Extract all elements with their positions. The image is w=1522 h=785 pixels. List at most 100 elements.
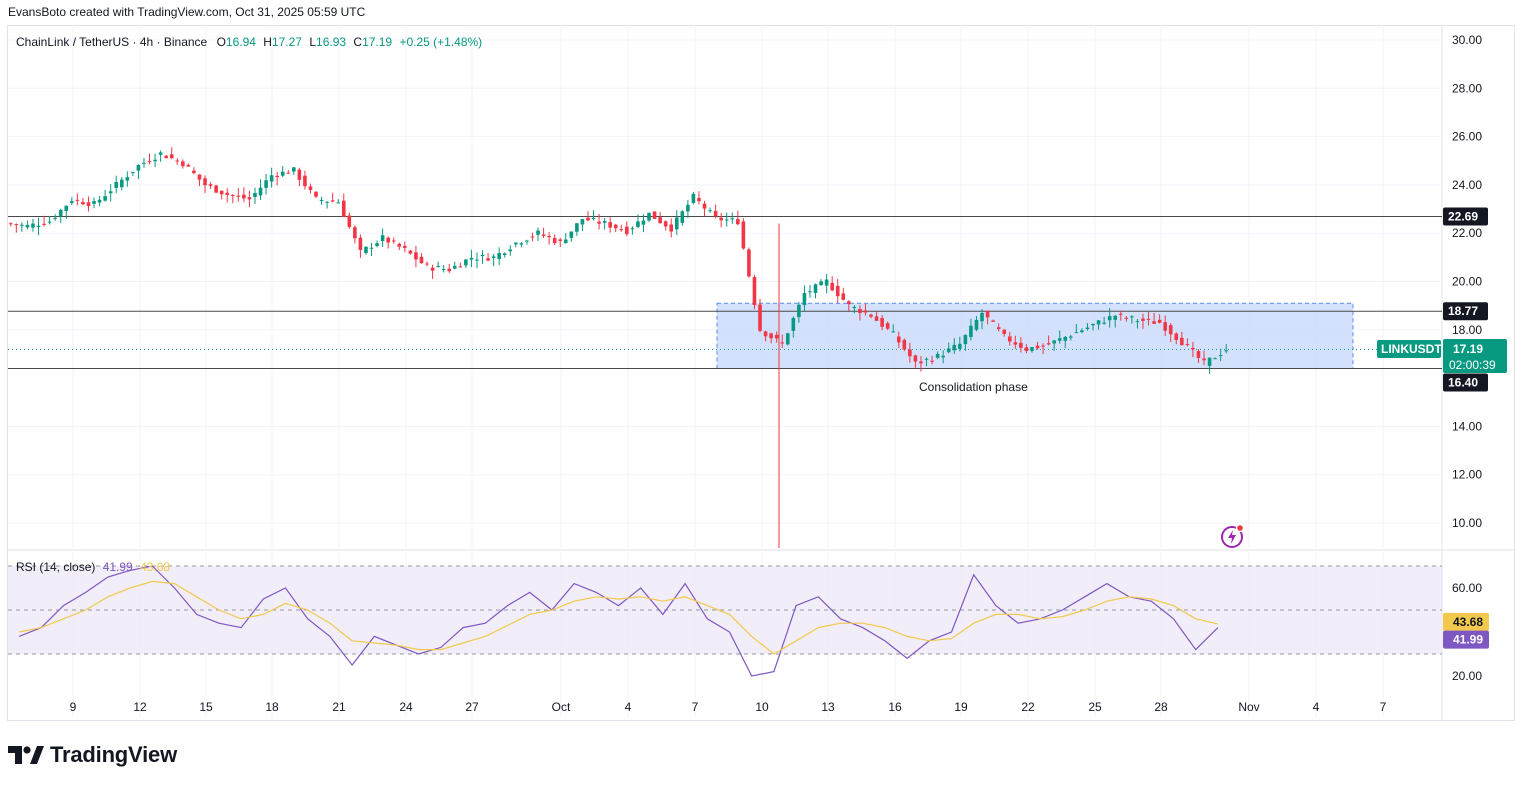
level-tag-low: 16.40 bbox=[1448, 375, 1478, 389]
candle bbox=[1007, 331, 1012, 346]
rsi-title[interactable]: RSI (14, close) bbox=[16, 560, 96, 574]
candle-body bbox=[525, 240, 529, 242]
candle bbox=[1185, 338, 1190, 347]
candle bbox=[663, 220, 668, 231]
candle-body bbox=[1146, 318, 1151, 320]
candle bbox=[558, 237, 563, 248]
candle-body bbox=[1085, 327, 1090, 330]
candle-body bbox=[103, 196, 107, 201]
candle-body bbox=[580, 219, 585, 225]
candle bbox=[1052, 339, 1056, 351]
candle bbox=[802, 285, 807, 312]
candle bbox=[430, 264, 435, 279]
candle bbox=[1130, 315, 1134, 324]
candle bbox=[208, 181, 213, 189]
candle-body bbox=[391, 240, 396, 242]
candle-body bbox=[1057, 338, 1062, 341]
time-axis-label: 16 bbox=[888, 700, 902, 714]
lightning-alert-icon[interactable] bbox=[1220, 523, 1246, 549]
candle-body bbox=[397, 243, 402, 247]
rsi-legend[interactable]: RSI (14, close) 41.99 43.68 bbox=[16, 560, 170, 574]
candle-body bbox=[153, 159, 157, 162]
candle bbox=[619, 224, 624, 232]
candle-body bbox=[563, 239, 568, 244]
candle-body bbox=[780, 342, 785, 344]
candle bbox=[885, 321, 890, 330]
time-axis-label: Oct bbox=[552, 700, 571, 714]
candle-body bbox=[1069, 336, 1073, 338]
tradingview-logo[interactable]: TradingView bbox=[8, 742, 177, 768]
candle bbox=[514, 241, 518, 248]
candle bbox=[308, 183, 313, 194]
candle bbox=[741, 218, 746, 250]
rsi-axis-label: 60.00 bbox=[1452, 581, 1482, 595]
candle bbox=[480, 250, 485, 264]
low-value: 16.93 bbox=[316, 35, 347, 49]
candle bbox=[458, 262, 463, 268]
candle bbox=[1174, 332, 1179, 345]
candle-body bbox=[741, 221, 746, 249]
symbol-legend[interactable]: ChainLink / TetherUS · 4h · Binance O16.… bbox=[16, 35, 482, 49]
candle bbox=[824, 273, 829, 294]
candle-body bbox=[946, 348, 951, 353]
candle-body bbox=[1157, 319, 1162, 323]
candle-body bbox=[730, 218, 735, 220]
candle-body bbox=[303, 175, 307, 187]
candle-body bbox=[885, 323, 890, 329]
candle bbox=[847, 300, 851, 311]
candle bbox=[924, 357, 929, 367]
candle bbox=[469, 249, 474, 267]
consolidation-label: Consolidation phase bbox=[919, 380, 1028, 394]
time-axis-label: 24 bbox=[399, 700, 413, 714]
low-label: L bbox=[309, 35, 317, 49]
candle-body bbox=[358, 237, 363, 250]
candle-body bbox=[663, 221, 668, 227]
time-axis-label: 12 bbox=[133, 700, 147, 714]
symbol-title[interactable]: ChainLink / TetherUS · 4h · Binance bbox=[16, 35, 208, 49]
candle-body bbox=[697, 197, 701, 202]
candle bbox=[108, 184, 113, 202]
candle bbox=[441, 264, 446, 273]
rsi-value: 41.99 bbox=[102, 560, 133, 574]
candle-body bbox=[14, 224, 19, 226]
candle bbox=[103, 189, 107, 202]
candle bbox=[475, 252, 479, 269]
candle bbox=[508, 245, 513, 256]
candle bbox=[192, 167, 196, 175]
candle bbox=[36, 217, 41, 236]
candle bbox=[724, 212, 729, 227]
candle-body bbox=[686, 204, 690, 212]
candle-body bbox=[713, 210, 718, 217]
candle-body bbox=[896, 336, 901, 343]
candle-body bbox=[480, 254, 485, 257]
candle bbox=[935, 351, 940, 360]
candle bbox=[119, 176, 124, 191]
candle bbox=[147, 153, 152, 165]
high-value: 17.27 bbox=[271, 35, 302, 49]
candle bbox=[408, 249, 413, 255]
candle-body bbox=[414, 252, 418, 260]
level-tag-high-bg bbox=[1443, 207, 1488, 226]
candle-body bbox=[1185, 344, 1190, 346]
candle bbox=[991, 319, 995, 322]
candle-body bbox=[119, 179, 124, 188]
candle-body bbox=[874, 316, 879, 321]
rsi-ma-tag-bg bbox=[1443, 612, 1489, 631]
time-axis-label: 7 bbox=[692, 700, 699, 714]
candle bbox=[242, 187, 246, 202]
candle bbox=[785, 332, 790, 346]
chart-frame[interactable] bbox=[7, 25, 1515, 721]
candle bbox=[1118, 310, 1123, 321]
time-axis-label: 25 bbox=[1088, 700, 1102, 714]
candle-body bbox=[930, 360, 934, 362]
candle-body bbox=[752, 277, 757, 306]
candle-body bbox=[824, 279, 829, 286]
candle bbox=[275, 171, 279, 186]
candle bbox=[563, 233, 568, 244]
candle bbox=[325, 201, 329, 209]
time-axis-label: Nov bbox=[1238, 700, 1259, 714]
candle bbox=[919, 356, 923, 372]
candle bbox=[985, 310, 990, 325]
candle-body bbox=[8, 223, 13, 225]
